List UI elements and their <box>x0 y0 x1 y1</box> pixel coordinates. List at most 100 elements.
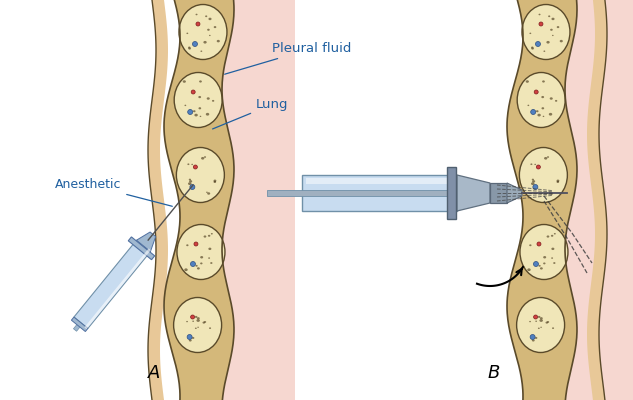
Ellipse shape <box>193 110 196 112</box>
Ellipse shape <box>203 41 207 44</box>
Ellipse shape <box>541 327 542 328</box>
Ellipse shape <box>532 110 534 112</box>
Ellipse shape <box>560 40 563 42</box>
Ellipse shape <box>549 192 551 193</box>
Ellipse shape <box>557 181 559 182</box>
Ellipse shape <box>188 46 191 48</box>
Ellipse shape <box>536 320 537 322</box>
Ellipse shape <box>214 26 216 28</box>
Ellipse shape <box>543 262 546 264</box>
Ellipse shape <box>554 233 556 234</box>
Ellipse shape <box>541 107 544 109</box>
Ellipse shape <box>211 233 213 234</box>
Ellipse shape <box>529 321 531 322</box>
Ellipse shape <box>186 244 189 246</box>
Ellipse shape <box>191 315 194 319</box>
Ellipse shape <box>197 317 200 320</box>
Ellipse shape <box>193 165 197 169</box>
Ellipse shape <box>205 16 207 17</box>
Ellipse shape <box>212 100 215 102</box>
Polygon shape <box>457 175 490 211</box>
Ellipse shape <box>544 50 545 52</box>
Ellipse shape <box>173 298 222 352</box>
Ellipse shape <box>536 110 539 112</box>
Ellipse shape <box>196 265 197 267</box>
Ellipse shape <box>531 182 534 185</box>
Polygon shape <box>74 240 151 328</box>
Ellipse shape <box>195 316 197 318</box>
Ellipse shape <box>530 334 535 340</box>
Ellipse shape <box>199 80 202 82</box>
Ellipse shape <box>546 322 548 324</box>
Ellipse shape <box>549 113 552 116</box>
Ellipse shape <box>174 72 222 128</box>
Ellipse shape <box>538 328 540 329</box>
Ellipse shape <box>536 165 541 169</box>
Ellipse shape <box>546 41 549 44</box>
Ellipse shape <box>547 156 549 158</box>
Ellipse shape <box>199 107 201 109</box>
Ellipse shape <box>196 14 197 15</box>
Ellipse shape <box>192 42 197 46</box>
Ellipse shape <box>551 257 553 259</box>
Ellipse shape <box>188 110 192 114</box>
Ellipse shape <box>551 235 553 237</box>
Ellipse shape <box>216 40 220 42</box>
Polygon shape <box>302 175 457 211</box>
Ellipse shape <box>186 321 188 322</box>
Ellipse shape <box>533 184 538 190</box>
Ellipse shape <box>188 182 192 185</box>
Ellipse shape <box>191 90 195 94</box>
Ellipse shape <box>527 105 529 106</box>
Ellipse shape <box>208 235 210 237</box>
Ellipse shape <box>198 96 201 98</box>
Polygon shape <box>164 0 234 400</box>
Polygon shape <box>128 237 154 260</box>
Ellipse shape <box>195 328 197 329</box>
Ellipse shape <box>550 29 553 31</box>
Ellipse shape <box>204 156 206 158</box>
Text: B: B <box>488 364 500 382</box>
Ellipse shape <box>539 14 541 15</box>
Ellipse shape <box>534 164 536 165</box>
Polygon shape <box>73 249 141 331</box>
Polygon shape <box>507 0 577 400</box>
Ellipse shape <box>519 148 567 202</box>
Ellipse shape <box>527 268 530 271</box>
Ellipse shape <box>540 267 543 270</box>
Ellipse shape <box>542 80 545 82</box>
Ellipse shape <box>191 164 193 165</box>
Ellipse shape <box>194 242 198 246</box>
Ellipse shape <box>192 337 194 339</box>
Ellipse shape <box>199 116 201 117</box>
Ellipse shape <box>194 114 197 116</box>
Polygon shape <box>72 317 88 332</box>
Ellipse shape <box>204 236 206 238</box>
Ellipse shape <box>213 180 216 182</box>
Ellipse shape <box>197 267 200 270</box>
Ellipse shape <box>540 317 542 320</box>
Ellipse shape <box>177 148 224 202</box>
Ellipse shape <box>203 322 205 324</box>
Ellipse shape <box>201 157 204 160</box>
Ellipse shape <box>549 97 553 100</box>
Ellipse shape <box>552 327 554 329</box>
Text: A: A <box>148 364 160 382</box>
Ellipse shape <box>192 320 194 322</box>
Polygon shape <box>267 190 447 196</box>
Ellipse shape <box>539 22 543 26</box>
Polygon shape <box>137 232 156 252</box>
Ellipse shape <box>555 100 557 102</box>
Ellipse shape <box>213 181 216 183</box>
Ellipse shape <box>529 33 531 34</box>
Ellipse shape <box>206 113 210 116</box>
Ellipse shape <box>188 48 191 50</box>
Ellipse shape <box>530 164 532 165</box>
Ellipse shape <box>544 157 548 160</box>
Ellipse shape <box>200 256 203 258</box>
Ellipse shape <box>200 262 203 264</box>
Ellipse shape <box>207 97 210 100</box>
Text: Anesthetic: Anesthetic <box>55 178 172 206</box>
Ellipse shape <box>531 48 534 50</box>
Ellipse shape <box>551 18 555 20</box>
